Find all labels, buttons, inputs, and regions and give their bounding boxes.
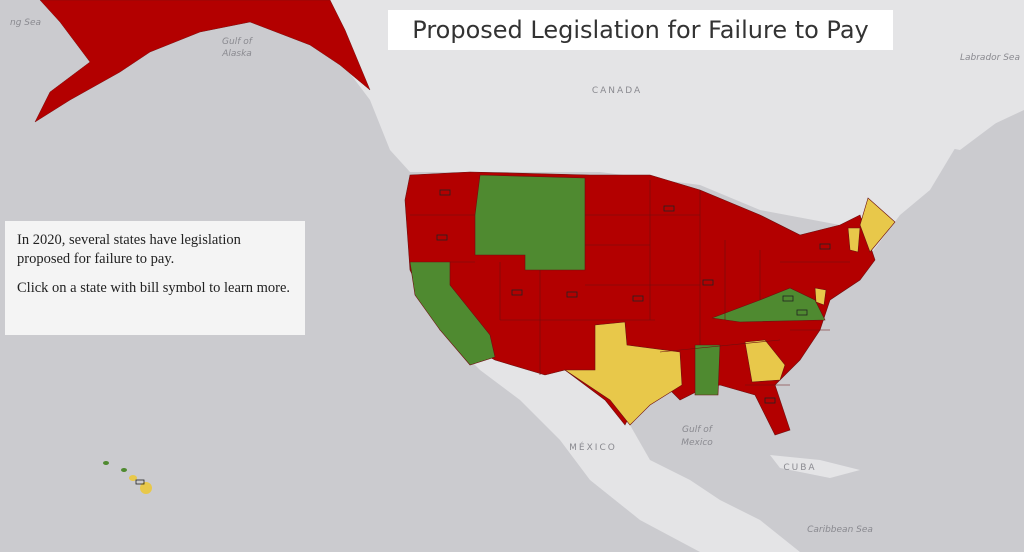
map-label: CUBA xyxy=(783,463,816,473)
map-label: Gulf of xyxy=(682,425,714,435)
hawaii-island xyxy=(121,468,127,472)
state-green[interactable] xyxy=(409,261,496,366)
hawaii-island xyxy=(129,475,137,481)
bill-icons[interactable] xyxy=(135,189,831,485)
state-yellow[interactable] xyxy=(744,339,786,383)
hawaii-island[interactable] xyxy=(140,482,152,494)
info-panel: In 2020, several states have legislation… xyxy=(5,221,305,335)
map-label: Labrador Sea xyxy=(960,53,1020,63)
map-label: Mexico xyxy=(681,438,713,448)
land-mexico xyxy=(440,330,800,552)
info-text: Click on a state with bill symbol to lea… xyxy=(17,280,291,296)
state-alaska[interactable] xyxy=(34,0,371,123)
state-green[interactable] xyxy=(694,344,721,396)
map-label: Caribbean Sea xyxy=(807,525,873,535)
info-text: In 2020, several states have legislation… xyxy=(17,232,241,267)
hawaii-island xyxy=(103,461,109,465)
title: Proposed Legislation for Failure to Pay xyxy=(388,10,893,50)
state-yellow[interactable] xyxy=(814,287,827,306)
map-label: MÉXICO xyxy=(569,441,617,453)
state-borders xyxy=(410,180,850,386)
land-island xyxy=(880,60,1000,150)
land-cuba xyxy=(770,455,860,478)
map-label: Gulf of xyxy=(222,37,254,47)
land-canada xyxy=(300,0,1024,255)
map-label: CANADA xyxy=(592,86,642,96)
state-yellow[interactable] xyxy=(564,321,683,426)
map-label: Alaska xyxy=(221,49,252,59)
state-green[interactable] xyxy=(474,174,586,271)
map-label: ng Sea xyxy=(10,18,41,28)
state-yellow[interactable] xyxy=(859,197,896,253)
state-yellow[interactable] xyxy=(847,227,861,253)
